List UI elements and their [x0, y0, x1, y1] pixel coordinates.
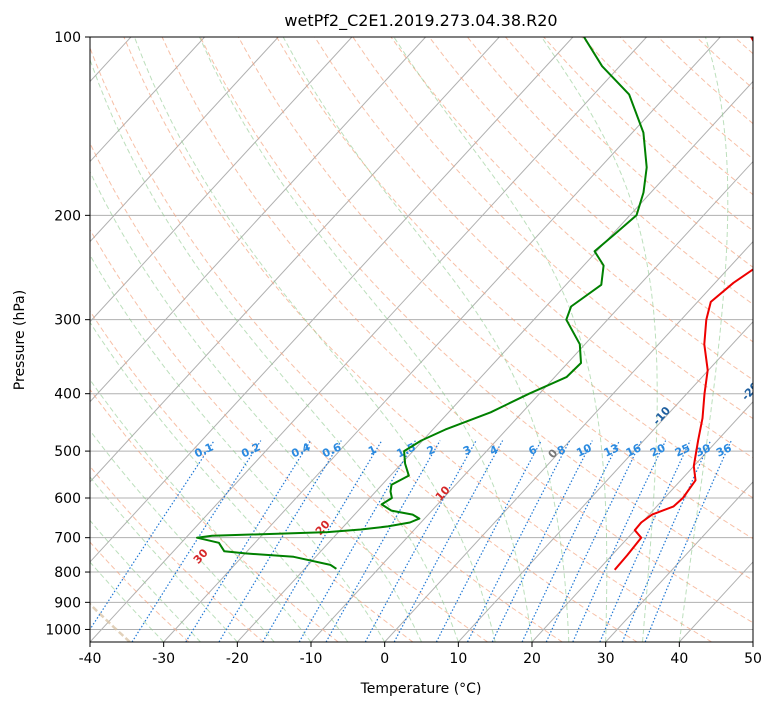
mixing-ratio-line: [521, 440, 621, 642]
plot-background: [90, 37, 753, 642]
y-tick-label: 1000: [45, 622, 81, 638]
mixing-ratio-line: [262, 440, 383, 642]
profile-series: [196, 37, 753, 571]
dry-adiabat: [90, 142, 563, 642]
isotherm-gridline: [605, 481, 753, 642]
y-tick-label: 800: [54, 565, 81, 581]
y-axis-ticks: 100 200 300 400 500 600 700 800 900 1000: [45, 30, 90, 638]
mixing-ratio-label: 36: [714, 441, 734, 459]
x-tick-label: 10: [449, 651, 467, 667]
isotherm-gridline: [90, 37, 279, 243]
y-tick-label: 600: [54, 491, 81, 507]
isotherm-gridline: [752, 641, 753, 642]
dry-adiabat: [276, 37, 753, 499]
moist-adiabat: [90, 429, 275, 642]
y-tick-label: 300: [54, 313, 81, 329]
dry-adiabat: [390, 37, 753, 381]
moist-adiabat: [90, 561, 165, 642]
isotherm-gridline: [0, 37, 57, 642]
x-axis-label: Temperature (°C): [360, 681, 482, 697]
mixing-ratio-label: 30: [693, 441, 713, 459]
isotherm-gridline: [457, 320, 753, 642]
moist-adiabat: [199, 37, 533, 642]
moist-adiabat: [393, 37, 608, 642]
isotherm-gridline: [90, 37, 205, 163]
mixing-ratio-line: [621, 440, 712, 642]
x-tick-label: -40: [79, 651, 102, 667]
moist-adiabat: [90, 170, 422, 642]
y-tick-label: 400: [54, 387, 81, 403]
dry-adiabat-label: 40: [73, 578, 93, 598]
isotherm-gridline: [90, 37, 500, 483]
mixing-ratio-line: [298, 440, 416, 642]
x-tick-label: 20: [523, 651, 541, 667]
moist-adiabat: [90, 58, 459, 642]
mixing-ratio-label: 25: [673, 441, 692, 459]
moist-adiabat: [90, 476, 238, 642]
moist-adiabats: [90, 37, 729, 642]
dry-adiabat: [161, 37, 753, 624]
dry-adiabat: [466, 37, 753, 305]
y-tick-label: 200: [54, 208, 81, 224]
dry-adiabat: [90, 465, 264, 642]
mixing-ratio-label: 10: [574, 441, 594, 459]
mixing-ratio-label: 16: [624, 441, 644, 459]
mixing-ratio-line: [644, 440, 732, 642]
mixing-ratio-line: [218, 440, 342, 642]
mixing-ratio-label: 13: [602, 441, 621, 459]
y-axis-label: Pressure (hPa): [12, 290, 28, 390]
isotherm-gridline: [163, 37, 721, 642]
dry-adiabat: [90, 388, 339, 642]
isotherm-gridline: [236, 80, 753, 642]
moist-adiabat: [90, 519, 201, 642]
mixing-ratio-line: [491, 440, 593, 642]
isotherm-gridline: [90, 37, 353, 323]
plot-frame: [89, 36, 754, 643]
mixing-ratio-line: [90, 440, 215, 631]
dry-adiabat: [90, 46, 638, 642]
mixing-ratio-line: [393, 440, 504, 642]
dry-adiabat: [199, 37, 753, 581]
mixing-ratio-lines: [90, 440, 732, 642]
y-tick-label: 700: [54, 531, 81, 547]
profile-line-2: [196, 37, 648, 570]
dry-adiabat: [237, 37, 753, 540]
y-tick-label: 500: [54, 444, 81, 460]
dry-adiabat: [352, 37, 753, 420]
mixing-ratio-line: [185, 440, 312, 642]
x-tick-label: 40: [670, 651, 688, 667]
x-tick-label: -10: [300, 651, 323, 667]
x-tick-label: 30: [597, 651, 615, 667]
moist-adiabat: [678, 37, 729, 642]
moist-adiabat: [282, 37, 570, 642]
dry-adiabats: [90, 37, 753, 642]
isotherm-gridline: [90, 37, 574, 563]
mixing-ratio-line: [599, 440, 691, 642]
moist-adiabat: [133, 37, 496, 642]
x-tick-label: -20: [226, 651, 249, 667]
chart-title: wetPf2_C2E1.2019.273.04.38.R20: [284, 11, 557, 31]
x-axis-ticks: -40 -30 -20 -10 0 10 20 30 40 50: [79, 642, 762, 667]
y-tick-label: 100: [54, 30, 81, 46]
mixing-ratio-line: [435, 440, 542, 642]
isotherm-gridline: [384, 240, 753, 642]
moist-adiabat: [90, 254, 386, 642]
mixing-ratio-line: [131, 440, 262, 642]
isotherm-gridline: [310, 160, 753, 642]
profile-line-1: [613, 37, 753, 571]
x-tick-label: -30: [152, 651, 175, 667]
moist-adiabat: [90, 321, 349, 642]
dry-adiabat: [123, 37, 712, 642]
y-tick-label: 900: [54, 595, 81, 611]
isotherm-gridline: [531, 401, 753, 642]
x-tick-label: 0: [380, 651, 389, 667]
moist-adiabat: [541, 37, 658, 642]
mixing-ratio-label: 20: [648, 441, 668, 459]
x-tick-label: 50: [744, 651, 762, 667]
isotherm-gridline: [90, 37, 426, 403]
